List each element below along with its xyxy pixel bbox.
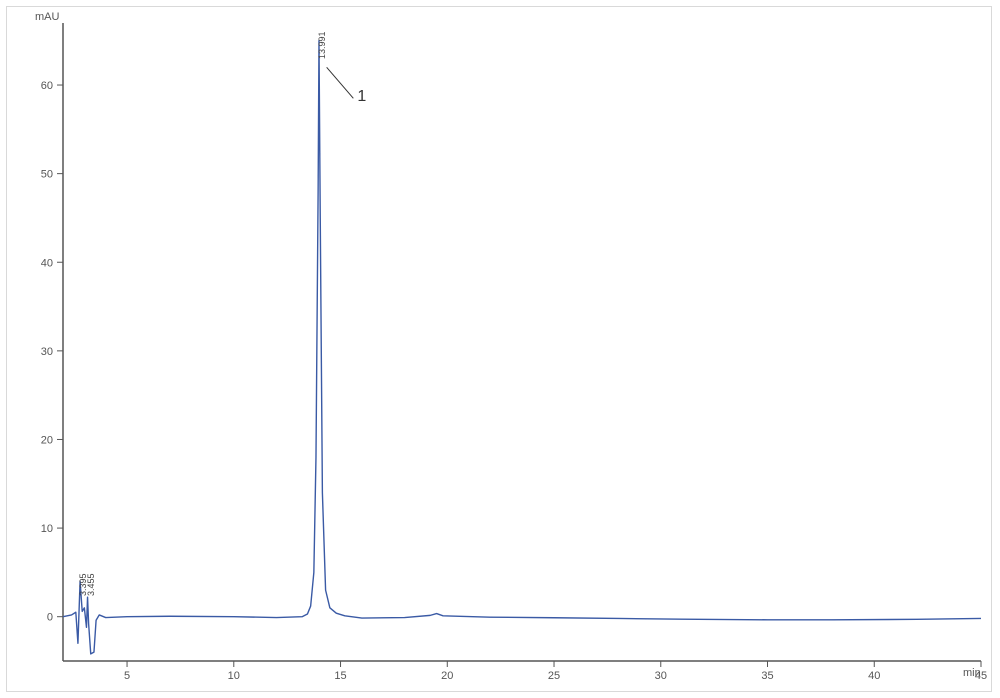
- svg-text:5: 5: [124, 670, 130, 682]
- svg-text:20: 20: [41, 434, 53, 446]
- svg-text:30: 30: [41, 346, 53, 358]
- early-peak-rt-label: 3.395: [78, 573, 88, 596]
- svg-text:0: 0: [47, 612, 53, 624]
- chromatogram-svg: 010203040506051015202530354045: [7, 7, 993, 693]
- svg-text:10: 10: [228, 670, 240, 682]
- svg-text:35: 35: [761, 670, 773, 682]
- svg-text:40: 40: [868, 670, 880, 682]
- svg-text:30: 30: [655, 670, 667, 682]
- svg-text:20: 20: [441, 670, 453, 682]
- svg-text:50: 50: [41, 169, 53, 181]
- main-peak-rt-label: 13.991: [317, 31, 327, 59]
- svg-text:25: 25: [548, 670, 560, 682]
- svg-text:40: 40: [41, 257, 53, 269]
- svg-text:60: 60: [41, 80, 53, 92]
- svg-text:10: 10: [41, 523, 53, 535]
- plot-area: 010203040506051015202530354045 mAU min 1…: [7, 7, 991, 691]
- x-axis-label: min: [963, 667, 981, 679]
- y-axis-label: mAU: [35, 11, 59, 23]
- svg-text:15: 15: [334, 670, 346, 682]
- chart-frame: 010203040506051015202530354045 mAU min 1…: [6, 6, 992, 692]
- peak-number-label: 1: [357, 88, 366, 106]
